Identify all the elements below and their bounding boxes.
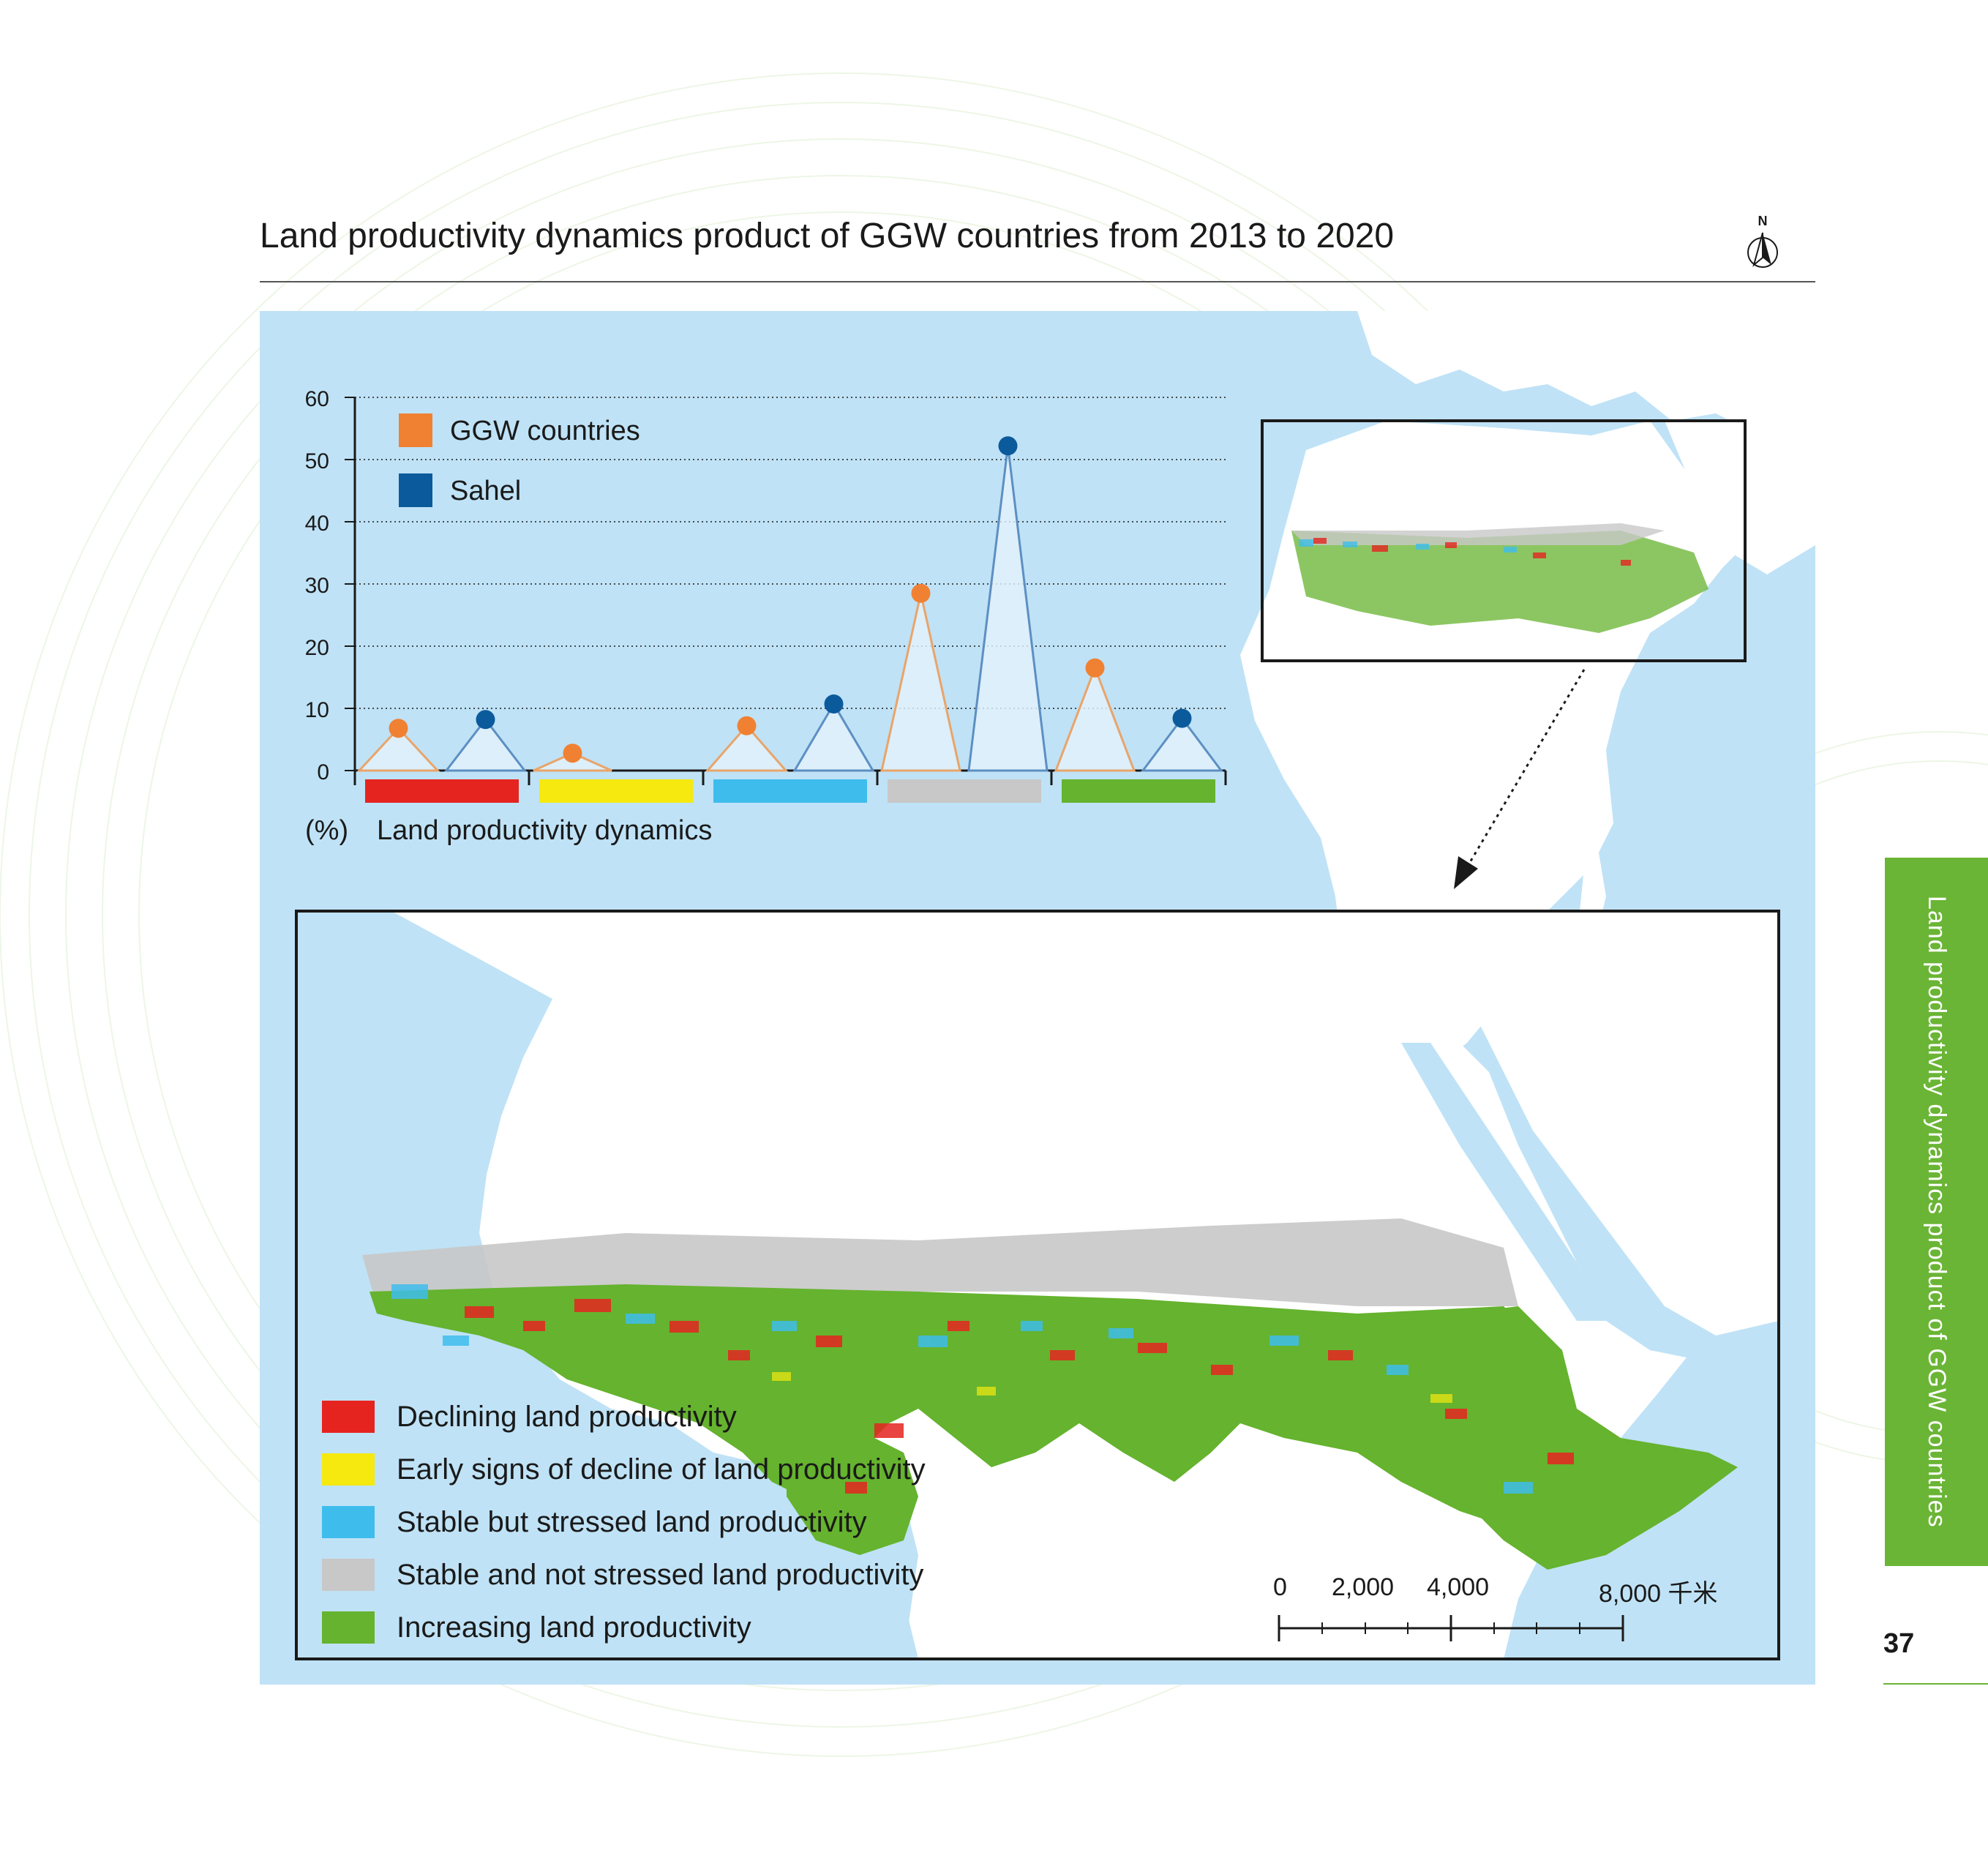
chart-peak bbox=[1141, 716, 1223, 772]
scale-label: 2,000 bbox=[1332, 1573, 1395, 1601]
chart-y-tick-label: 10 bbox=[305, 698, 329, 722]
legend-item: Declining land productivity bbox=[322, 1390, 926, 1443]
side-tab: Land productivity dynamics product of GG… bbox=[1885, 858, 1988, 1566]
side-tab-label: Land productivity dynamics product of GG… bbox=[1923, 896, 1951, 1528]
legend-item: Early signs of decline of land productiv… bbox=[322, 1443, 926, 1496]
chart-peak bbox=[880, 593, 961, 772]
chart-ylabel: (%) bbox=[305, 815, 348, 846]
scale-label: 0 bbox=[1273, 1573, 1287, 1601]
chart-category-bar bbox=[365, 779, 519, 803]
legend-label: Early signs of decline of land productiv… bbox=[397, 1453, 926, 1486]
chart: 0 10 20 30 40 50 60 GGW countries Sahel (%) La… bbox=[305, 387, 1227, 846]
legend-label: Increasing land productivity bbox=[397, 1611, 751, 1644]
chart-peak bbox=[792, 702, 875, 772]
chart-category-bar bbox=[713, 779, 867, 803]
page-title: Land productivity dynamics product of GG… bbox=[260, 217, 1395, 255]
chart-category-bar bbox=[1062, 779, 1215, 803]
legend-swatch bbox=[322, 1559, 375, 1591]
chart-peak bbox=[705, 724, 789, 772]
chart-point bbox=[737, 716, 757, 735]
page-number: 37 bbox=[1883, 1628, 1915, 1659]
chart-peak bbox=[967, 446, 1049, 772]
legend-swatch-ggw bbox=[399, 413, 432, 447]
zoom-arrow-line bbox=[1466, 669, 1586, 868]
chart-series bbox=[356, 436, 1223, 772]
arabia-main-landmass bbox=[1445, 911, 1779, 1336]
legend-swatch bbox=[322, 1611, 375, 1644]
chart-point bbox=[911, 583, 931, 603]
chart-point bbox=[824, 694, 844, 714]
legend-label-sahel: Sahel bbox=[450, 476, 521, 506]
overview-inset-frame bbox=[1261, 419, 1747, 662]
main-map-frame bbox=[295, 910, 1780, 1660]
legend-item: Stable but stressed land productivity bbox=[322, 1496, 926, 1548]
chart-point bbox=[1085, 658, 1105, 678]
chart-y-tick-label: 20 bbox=[305, 636, 329, 660]
europe-landmass bbox=[1357, 311, 1815, 435]
legend-item: Stable and not stressed land productivit… bbox=[322, 1548, 926, 1601]
legend-label: Declining land productivity bbox=[397, 1400, 737, 1433]
chart-point bbox=[389, 719, 408, 738]
legend-label: Stable but stressed land productivity bbox=[397, 1505, 867, 1538]
map-panel: 0 10 20 30 40 50 60 GGW countries Sahel (%) La… bbox=[260, 311, 1815, 1685]
zoom-arrow-head bbox=[1454, 856, 1478, 889]
legend-item: Increasing land productivity bbox=[322, 1601, 926, 1654]
chart-y-tick-label: 60 bbox=[305, 387, 329, 411]
chart-category-bars bbox=[365, 779, 1215, 803]
title-divider bbox=[260, 281, 1815, 282]
north-arrow-icon: N bbox=[1747, 214, 1778, 268]
chart-y-tick-label: 0 bbox=[317, 760, 329, 784]
chart-x-ticks bbox=[353, 771, 1227, 785]
legend-label-ggw: GGW countries bbox=[450, 416, 640, 446]
chart-point bbox=[1172, 708, 1192, 728]
map-graphic bbox=[295, 311, 1815, 1660]
page-number-rule bbox=[1883, 1683, 1988, 1685]
chart-y-ticks: 0 10 20 30 40 50 60 bbox=[305, 387, 329, 784]
chart-peak bbox=[443, 717, 528, 772]
arabia-overview-landmass bbox=[1665, 421, 1815, 574]
chart-category-bar bbox=[539, 779, 693, 803]
chart-xlabel: Land productivity dynamics bbox=[377, 815, 712, 846]
chart-point bbox=[563, 743, 582, 763]
chart-point bbox=[998, 436, 1018, 456]
chart-peak bbox=[1054, 664, 1136, 772]
scale-bar-ruler bbox=[1278, 1615, 1624, 1641]
legend-swatch-sahel bbox=[399, 473, 432, 507]
legend-label: Stable and not stressed land productivit… bbox=[397, 1558, 924, 1591]
chart-y-tick-label: 30 bbox=[305, 574, 329, 598]
chart-y-tick-label: 50 bbox=[305, 449, 329, 473]
scale-bar: 0 2,000 4,000 8,000 千米 bbox=[1273, 1573, 1727, 1647]
chart-category-bar bbox=[888, 779, 1041, 803]
main-map bbox=[296, 911, 1779, 1659]
chart-gridlines bbox=[345, 397, 1226, 771]
chart-y-tick-label: 40 bbox=[305, 512, 329, 536]
legend-swatch bbox=[322, 1453, 375, 1486]
chart-peak bbox=[356, 726, 440, 772]
legend-swatch bbox=[322, 1506, 375, 1538]
scale-label: 8,000 千米 bbox=[1599, 1580, 1718, 1608]
north-label: N bbox=[1758, 214, 1768, 228]
map-legend: Declining land productivity Early signs … bbox=[322, 1390, 926, 1654]
chart-point bbox=[476, 710, 495, 730]
scale-label: 4,000 bbox=[1427, 1573, 1490, 1601]
legend-swatch bbox=[322, 1401, 375, 1433]
